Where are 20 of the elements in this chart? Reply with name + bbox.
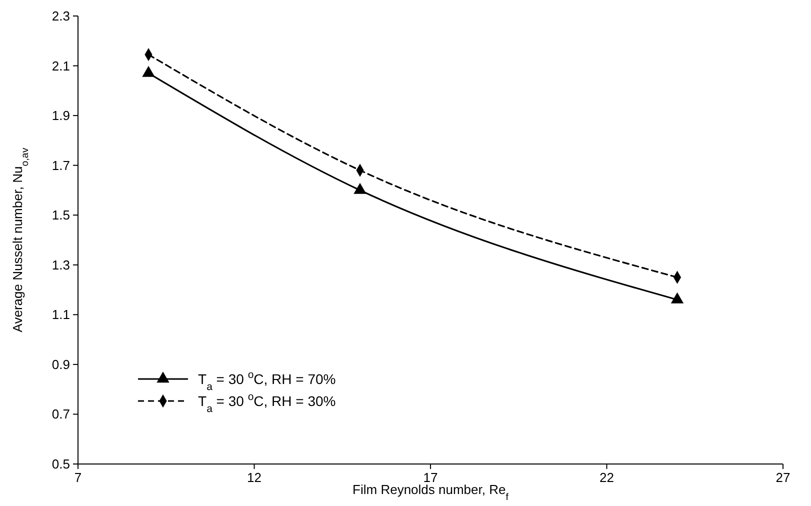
y-tick-label: 1.9 [52,108,70,124]
y-tick-label: 1.3 [52,257,70,272]
y-tick-label: 1.7 [52,158,70,173]
point [670,292,684,304]
legend-label: T$_{a}$ = 30 $^{o}$C, RH = 70% [198,369,336,393]
x-axis-title: Film Reynolds number, Re$_{f}$ [352,482,509,502]
x-tick-label: 22 [600,470,614,485]
x-tick-label: 7 [74,470,82,485]
y-tick-label: 1.5 [52,208,70,223]
y-tick-label: 2.1 [52,58,70,74]
x-tick-label: 27 [776,470,790,485]
y-tick-label: 0.5 [52,456,70,472]
y-tick-label: 0.9 [52,356,70,372]
point [354,182,366,194]
legend-label: T$_{a}$ = 30 $^{o}$C, RH = 30% [198,391,336,415]
y-tick-label: 1.1 [52,307,70,322]
x-tick-label: 12 [247,470,262,485]
x-tick-label: 17 [423,470,438,485]
y-tick-label: 2.3 [52,8,70,24]
y-tick-label: 0.7 [52,406,70,422]
